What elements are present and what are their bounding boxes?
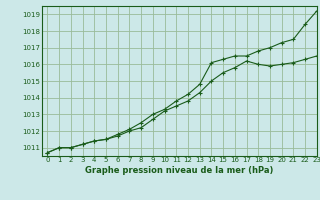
X-axis label: Graphe pression niveau de la mer (hPa): Graphe pression niveau de la mer (hPa) — [85, 166, 273, 175]
